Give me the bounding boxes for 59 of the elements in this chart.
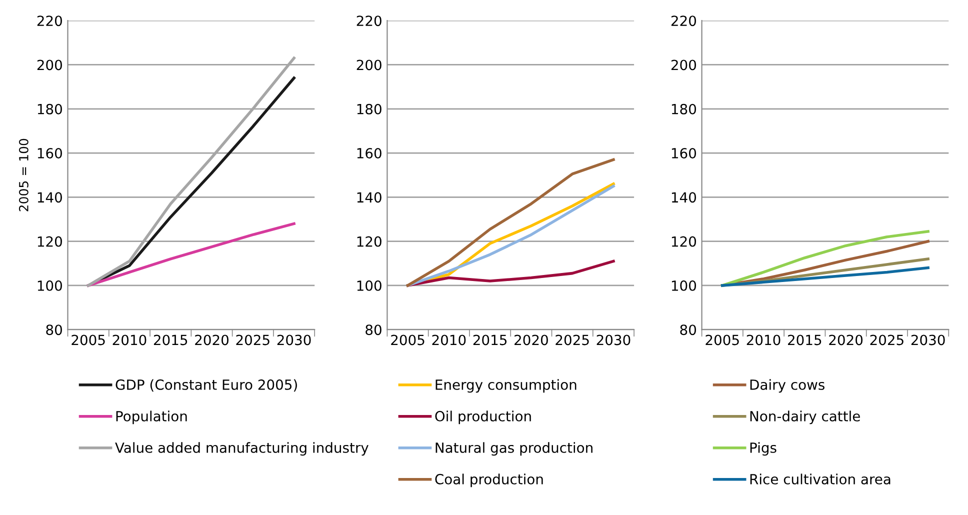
- x-tick-label: 2030: [596, 334, 630, 346]
- y-tick-label: 120: [38, 236, 62, 247]
- legend-label: Pigs: [750, 442, 776, 456]
- x-tick-label: 2020: [514, 334, 548, 346]
- x-tick-label: 2010: [112, 334, 146, 346]
- y-tick-label: 160: [672, 148, 696, 159]
- x-tick-label: 2025: [556, 334, 589, 346]
- y-tick-label: 100: [38, 280, 62, 291]
- y-tick-label: 100: [357, 280, 382, 291]
- legend-label: Value added manufacturing industry: [115, 442, 368, 456]
- y-tick-label: 140: [38, 192, 62, 203]
- legend-label: Oil production: [435, 410, 531, 424]
- y-tick-label: 80: [46, 324, 62, 336]
- y-tick-label: 80: [366, 324, 382, 336]
- x-tick-label: 2005: [391, 334, 424, 346]
- y-tick-label: 120: [672, 236, 696, 247]
- y-tick-label: 180: [672, 104, 696, 114]
- x-tick-label: 2005: [706, 334, 739, 346]
- y-tick-label: 140: [357, 192, 382, 203]
- y-tick-label: 120: [357, 236, 382, 247]
- line-series: [720, 266, 930, 287]
- y-tick-label: 140: [672, 192, 696, 203]
- y-tick-label: 220: [356, 16, 382, 26]
- x-tick-label: 2020: [829, 334, 863, 346]
- y-tick-label: 160: [357, 148, 382, 159]
- x-tick-label: 2025: [870, 334, 904, 346]
- line-series: [720, 230, 930, 287]
- x-tick-label: 2015: [154, 334, 188, 346]
- x-tick-label: 2015: [788, 334, 822, 346]
- legend-label: Coal production: [435, 474, 543, 488]
- y-tick-label: 220: [37, 16, 62, 26]
- x-tick-label: 2005: [72, 334, 105, 346]
- x-tick-label: 2015: [473, 334, 507, 346]
- x-tick-label: 2030: [911, 334, 945, 346]
- y-tick-label: 160: [38, 148, 62, 159]
- x-tick-label: 2025: [236, 334, 270, 346]
- legend-label: Natural gas production: [436, 442, 592, 456]
- y-tick-label: 100: [672, 280, 696, 291]
- legend-label: Non-dairy cattle: [750, 410, 860, 424]
- y-tick-label: 80: [680, 324, 696, 336]
- y-tick-label: 220: [671, 16, 696, 26]
- y-tick-label: 200: [671, 60, 696, 70]
- legend-label: Dairy cows: [750, 379, 824, 393]
- line-series: [86, 222, 296, 287]
- y-axis-title: 2005 = 100: [18, 138, 28, 212]
- y-tick-label: 200: [356, 60, 382, 70]
- legend-label: Energy consumption: [436, 379, 576, 393]
- legend-label: Population: [116, 410, 187, 424]
- x-tick-label: 2020: [195, 334, 228, 346]
- x-tick-label: 2010: [432, 334, 466, 346]
- line-series: [406, 158, 615, 287]
- line-series: [406, 260, 615, 287]
- y-tick-label: 180: [38, 104, 62, 114]
- y-tick-label: 180: [357, 104, 382, 114]
- y-tick-label: 200: [37, 60, 62, 70]
- legend-label: Rice cultivation area: [750, 474, 890, 484]
- x-tick-label: 2030: [277, 334, 311, 346]
- x-tick-label: 2010: [746, 334, 780, 346]
- legend-label: GDP (Constant Euro 2005): [116, 379, 297, 392]
